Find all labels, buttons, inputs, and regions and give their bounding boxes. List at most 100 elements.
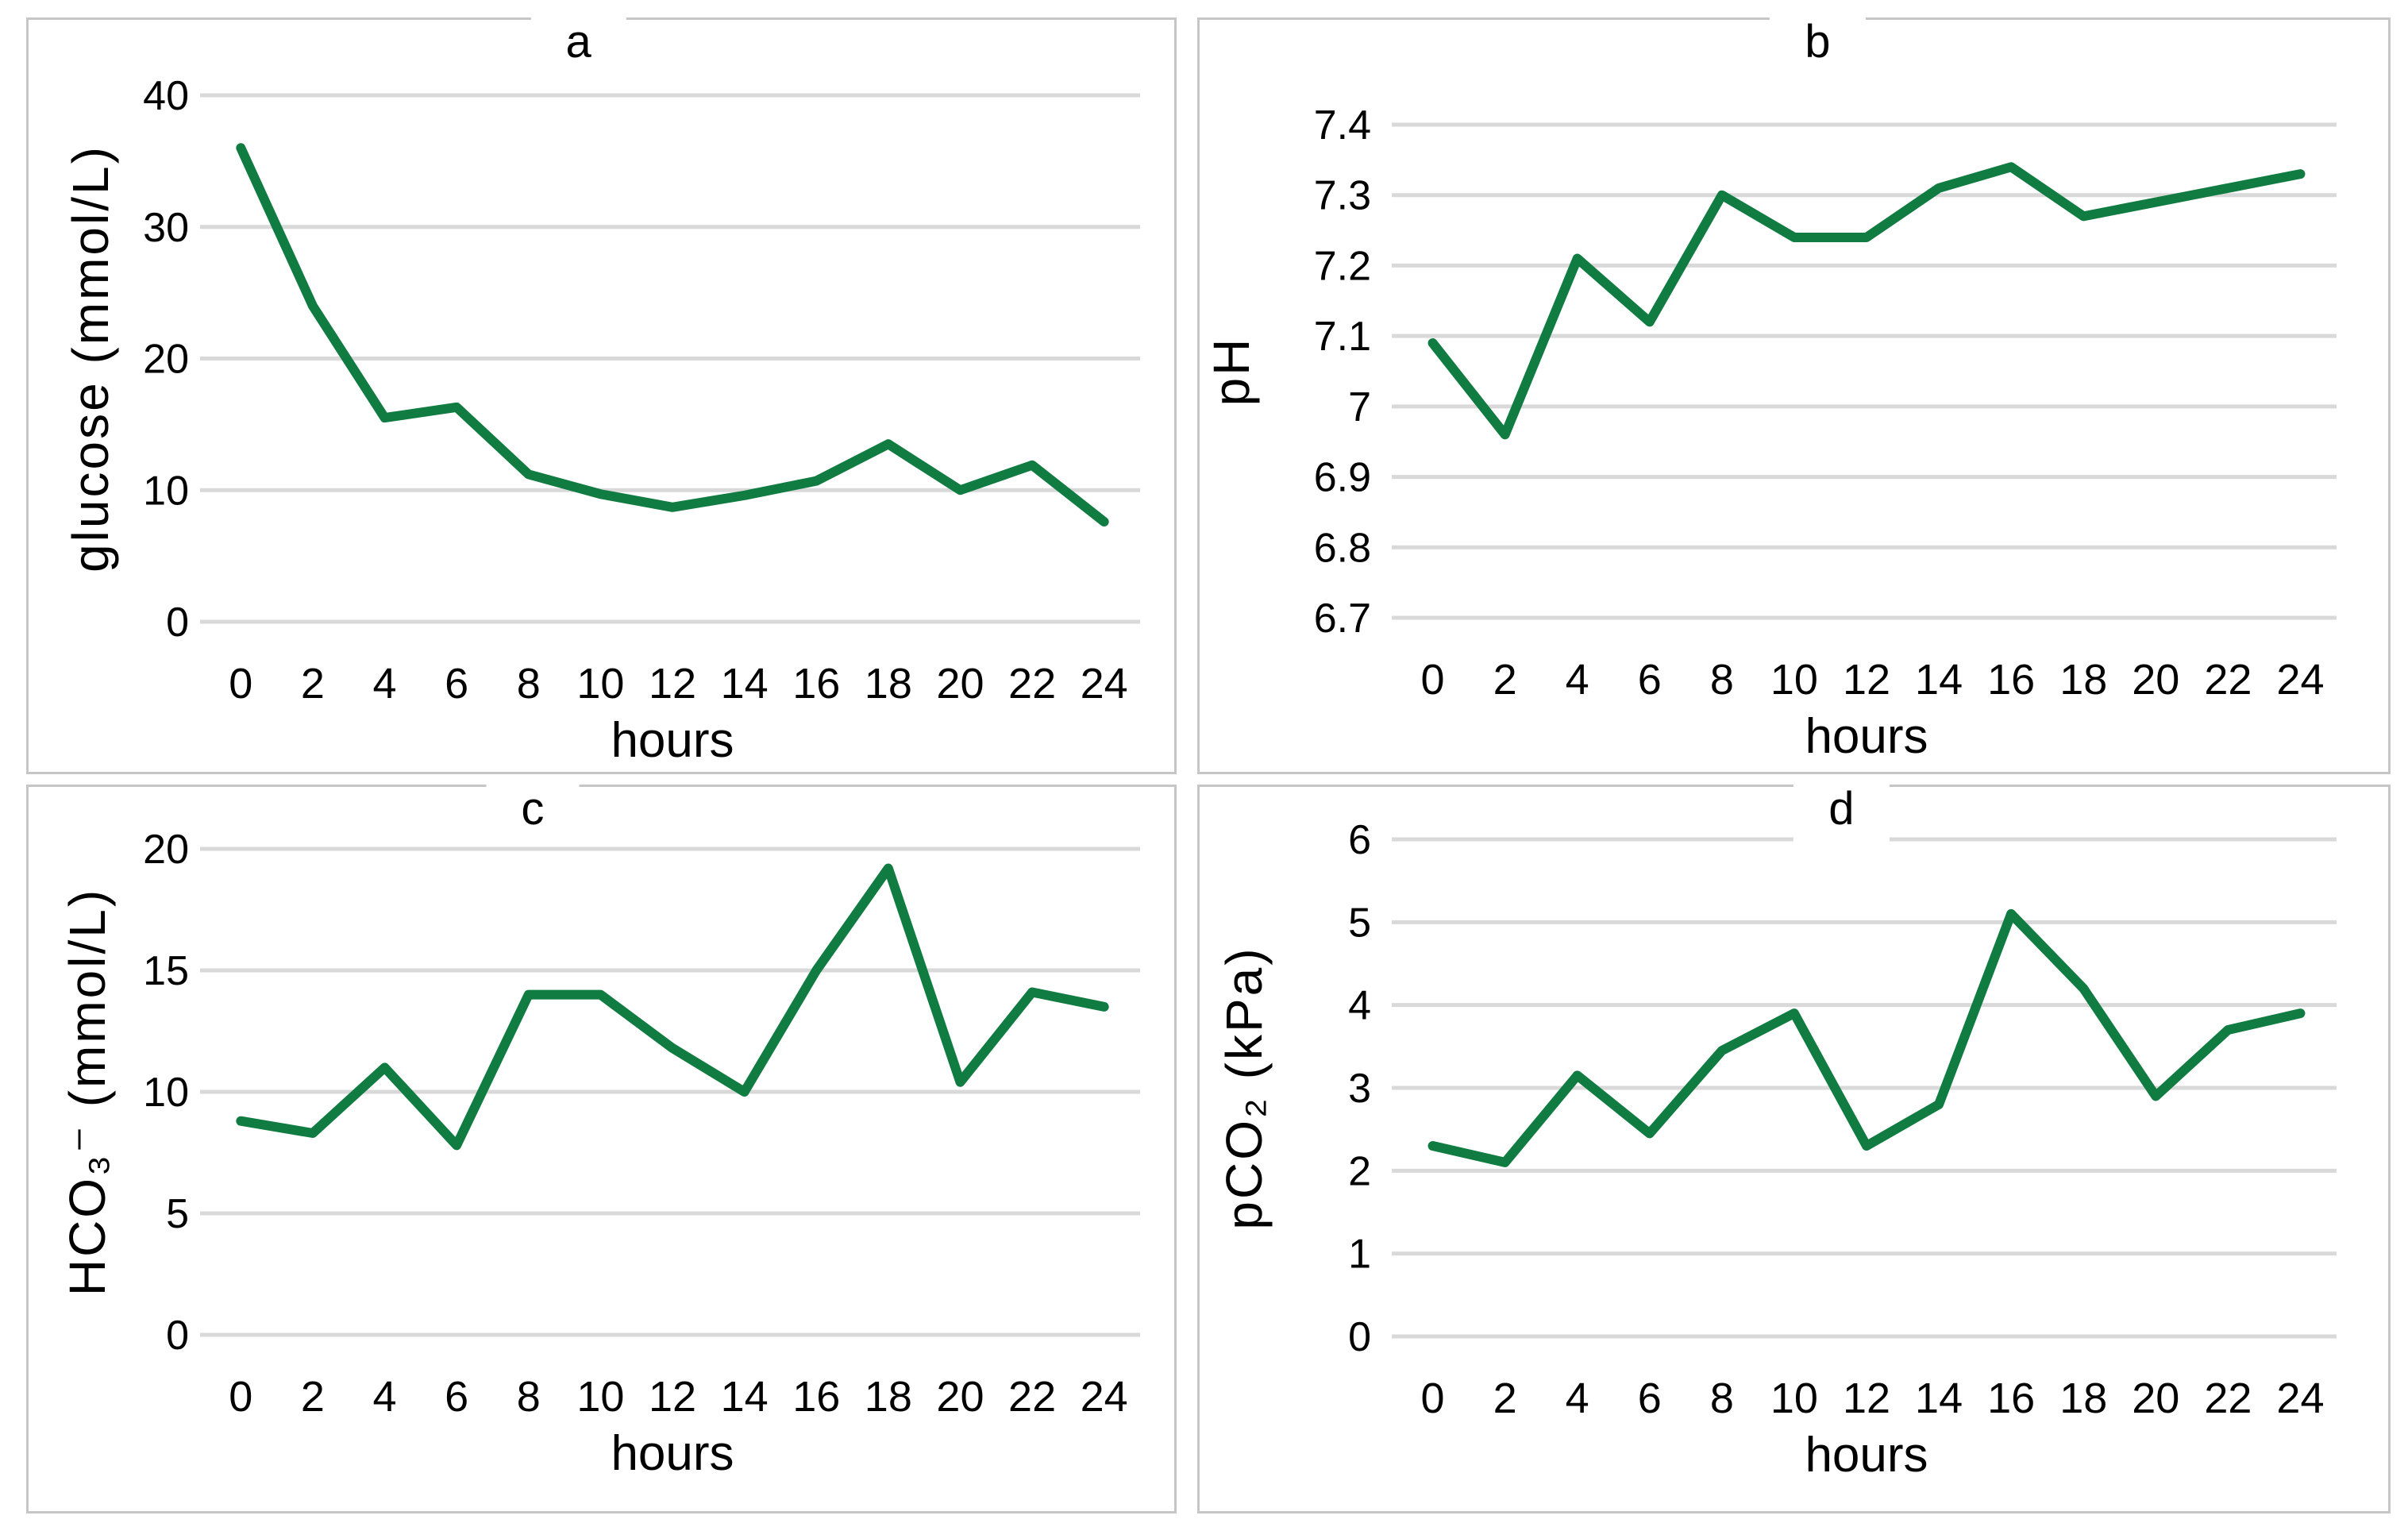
x-tick-label: 2 — [1493, 656, 1517, 704]
x-tick-label: 2 — [301, 660, 325, 708]
x-tick-label: 14 — [721, 660, 769, 708]
y-tick-label: 3 — [1348, 1066, 1371, 1112]
x-tick-label: 14 — [1915, 656, 1963, 704]
y-axis-title: glucose (mmol/L) — [62, 145, 119, 573]
x-tick-label: 18 — [865, 1373, 912, 1421]
x-tick-label: 24 — [1081, 660, 1128, 708]
x-tick-label: 24 — [2276, 1375, 2324, 1422]
x-axis-title: hours — [1805, 709, 1928, 764]
y-tick-label: 1 — [1348, 1232, 1371, 1278]
x-tick-label: 0 — [1421, 656, 1445, 704]
y-tick-label: 6.9 — [1314, 455, 1371, 501]
x-tick-label: 6 — [445, 1373, 468, 1421]
y-tick-label: 20 — [143, 827, 189, 873]
data-line-series — [236, 863, 1109, 1151]
x-tick-label: 16 — [792, 660, 840, 708]
x-tick-label: 2 — [1493, 1375, 1517, 1422]
x-axis-title: hours — [611, 1426, 734, 1481]
y-tick-label: 6 — [1348, 817, 1371, 863]
y-tick-label: 0 — [1348, 1314, 1371, 1360]
x-tick-label: 14 — [721, 1373, 769, 1421]
x-tick-label: 2 — [301, 1373, 325, 1421]
x-tick-label: 10 — [1770, 1375, 1818, 1422]
y-tick-label: 20 — [143, 337, 189, 383]
y-tick-label: 7.2 — [1314, 243, 1371, 289]
x-tick-label: 18 — [865, 660, 912, 708]
x-tick-label: 24 — [1081, 1373, 1128, 1421]
chart-c-panel: c 0 5 10 15 20 0 2 4 6 8 10 12 14 16 18 20 22 24 hours HCO₃… — [26, 776, 1177, 1514]
y-tick-label: 40 — [143, 73, 189, 119]
x-tick-label: 4 — [373, 1373, 397, 1421]
x-tick-label: 4 — [1566, 656, 1589, 704]
x-axis-title: hours — [611, 713, 734, 768]
y-axis-title: pCO₂ (kPa) — [1216, 946, 1273, 1229]
y-tick-label: 7 — [1348, 384, 1371, 430]
chart-d-panel: d 0 1 2 3 4 5 6 0 2 4 6 8 10 12 14 16 18 20 22 24 hours pCO₂ … — [1197, 776, 2391, 1514]
x-tick-label: 22 — [1008, 1373, 1056, 1421]
x-tick-label: 12 — [1843, 1375, 1890, 1422]
x-tick-label: 24 — [2276, 656, 2324, 704]
x-tick-label: 12 — [649, 660, 696, 708]
y-tick-label: 0 — [166, 600, 189, 646]
x-tick-label: 8 — [1710, 1375, 1734, 1422]
x-tick-label: 20 — [2132, 1375, 2179, 1422]
x-tick-label: 20 — [936, 660, 984, 708]
y-tick-label: 7.1 — [1314, 314, 1371, 360]
data-line-series — [1427, 162, 2306, 440]
y-tick-label: 6.8 — [1314, 525, 1371, 571]
chart-b-panel: b 6.7 6.8 6.9 7 7.1 7.2 7.3 7.4 0 2 4 6 8 10 12 14 16 18 2… — [1197, 9, 2391, 774]
x-tick-label: 14 — [1915, 1375, 1963, 1422]
x-tick-label: 8 — [517, 1373, 541, 1421]
x-tick-label: 20 — [936, 1373, 984, 1421]
x-tick-label: 12 — [1843, 656, 1890, 704]
y-tick-label: 10 — [143, 1070, 189, 1116]
x-tick-label: 8 — [517, 660, 541, 708]
x-tick-label: 22 — [1008, 660, 1056, 708]
y-tick-label: 30 — [143, 205, 189, 251]
x-tick-label: 4 — [373, 660, 397, 708]
x-tick-label: 20 — [2132, 656, 2179, 704]
chart-b-title: b — [1770, 9, 1866, 75]
y-tick-label: 5 — [166, 1191, 189, 1237]
x-tick-label: 16 — [1987, 656, 2035, 704]
x-tick-label: 22 — [2204, 1375, 2252, 1422]
x-tick-label: 10 — [1770, 656, 1818, 704]
chart-a-title: a — [530, 9, 626, 75]
x-axis-title: hours — [1805, 1428, 1928, 1483]
x-tick-label: 12 — [649, 1373, 696, 1421]
y-tick-label: 2 — [1348, 1148, 1371, 1194]
y-tick-label: 10 — [143, 468, 189, 514]
chart-d-title: d — [1793, 776, 1890, 843]
x-tick-label: 6 — [1638, 1375, 1662, 1422]
x-tick-label: 10 — [576, 660, 624, 708]
y-axis-title: HCO₃⁻ (mmol/L) — [59, 888, 116, 1296]
y-tick-label: 6.7 — [1314, 596, 1371, 642]
x-tick-label: 18 — [2059, 1375, 2107, 1422]
y-tick-label: 5 — [1348, 900, 1371, 946]
chart-c-title: c — [486, 776, 580, 843]
chart-a-panel: a 0 10 20 30 40 0 2 4 6 8 10 12 14 16 18 20 22 24 hours glu… — [26, 9, 1177, 774]
chart-b-plot: 6.76.86.977.17.27.37.40 2 4 6 8 10 12 14 16 18 20 2… — [1203, 102, 2337, 764]
x-tick-label: 8 — [1710, 656, 1734, 704]
x-tick-label: 6 — [1638, 656, 1662, 704]
x-tick-label: 4 — [1566, 1375, 1589, 1422]
x-tick-label: 10 — [576, 1373, 624, 1421]
data-line-series — [1427, 908, 2306, 1167]
x-tick-label: 16 — [792, 1373, 840, 1421]
y-tick-label: 7.3 — [1314, 173, 1371, 219]
x-tick-label: 0 — [229, 1373, 252, 1421]
y-tick-label: 0 — [166, 1313, 189, 1359]
y-tick-label: 4 — [1348, 983, 1371, 1029]
x-tick-label: 0 — [1421, 1375, 1445, 1422]
data-line-series — [236, 143, 1109, 527]
x-tick-label: 18 — [2059, 656, 2107, 704]
x-tick-label: 0 — [229, 660, 252, 708]
x-tick-label: 22 — [2204, 656, 2252, 704]
y-tick-label: 7.4 — [1314, 102, 1371, 148]
y-axis-title: pH — [1203, 337, 1260, 407]
